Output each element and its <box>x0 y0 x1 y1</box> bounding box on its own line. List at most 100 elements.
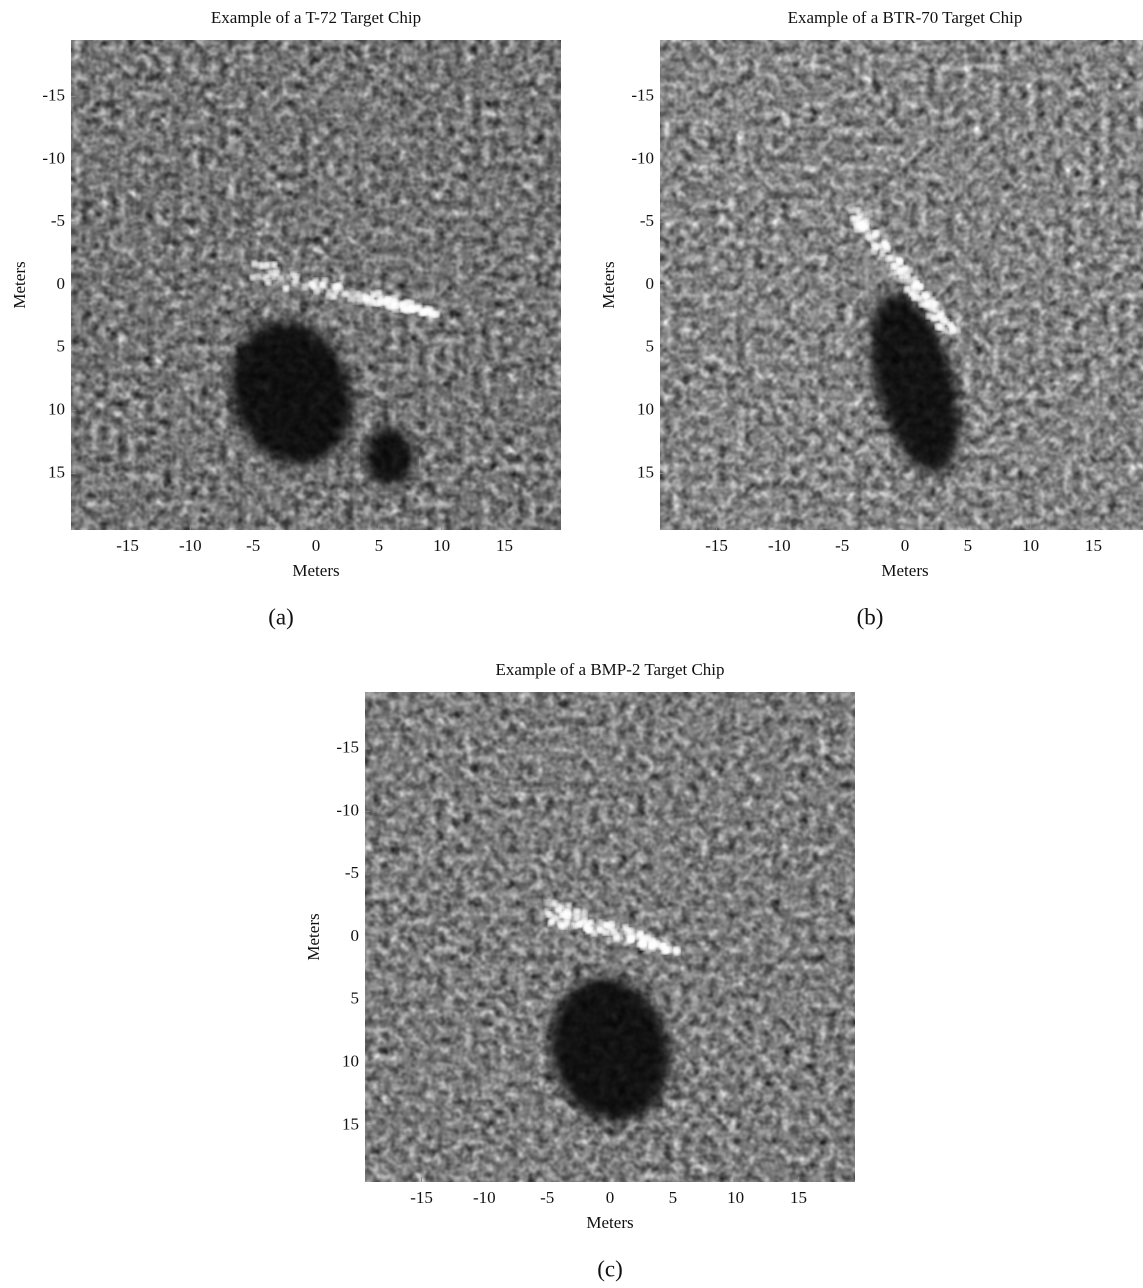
bright-return <box>850 215 856 221</box>
bright-return <box>278 275 284 281</box>
figure: -15 -10 -5 0 5 10 15 -15 -10 -5 0 5 10 15 Example of a… <box>0 0 1143 1288</box>
x-axis-label: Meters <box>586 1213 633 1232</box>
bright-return <box>617 933 623 939</box>
y-tick-label: 5 <box>57 337 66 356</box>
bright-return <box>566 903 572 909</box>
bright-return <box>599 920 605 926</box>
bright-return <box>853 207 859 213</box>
y-tick-label: -5 <box>345 863 359 882</box>
x-tick-label: 5 <box>375 536 384 555</box>
bright-return <box>954 327 960 333</box>
bright-return <box>319 283 325 289</box>
bright-return <box>912 282 918 288</box>
x-tick-label: -15 <box>116 536 139 555</box>
x-tick-label: 10 <box>433 536 450 555</box>
x-tick-label: -10 <box>179 536 202 555</box>
bright-return <box>283 282 289 288</box>
bright-return <box>640 941 646 947</box>
x-tick-label: 15 <box>790 1188 807 1207</box>
panel: -15-10-5051015-15-10-5051015Example of a… <box>304 660 855 1281</box>
caption: (c) <box>597 1256 623 1281</box>
bright-return <box>561 923 567 929</box>
y-tick-label: -10 <box>42 148 65 167</box>
bright-return <box>290 271 296 277</box>
bright-return <box>574 909 580 915</box>
bright-return <box>250 275 256 281</box>
bright-return <box>559 912 565 918</box>
y-axis-label: Meters <box>10 261 29 308</box>
bright-return <box>901 267 907 273</box>
bright-return <box>632 934 638 940</box>
y-tick-label: 15 <box>637 462 654 481</box>
bright-return <box>871 249 877 255</box>
y-tick-label: -15 <box>631 85 654 104</box>
x-tick-label: -15 <box>410 1188 433 1207</box>
bright-return <box>333 288 339 294</box>
sar-image <box>71 40 561 530</box>
bright-return <box>252 262 258 268</box>
x-tick-label: -5 <box>246 536 260 555</box>
chart-title: Example of a BMP-2 Target Chip <box>495 660 724 679</box>
bright-return <box>265 280 271 286</box>
bright-return <box>863 224 869 230</box>
x-tick-label: 10 <box>727 1188 744 1207</box>
x-tick-label: 10 <box>1022 536 1039 555</box>
bright-return <box>559 902 565 908</box>
x-tick-label: -5 <box>835 536 849 555</box>
bright-return <box>603 929 609 935</box>
bright-return <box>364 297 370 303</box>
bright-return <box>581 912 587 918</box>
y-tick-label: 0 <box>57 274 66 293</box>
bright-return <box>274 267 280 273</box>
sar-image <box>365 692 855 1182</box>
y-tick-label: 0 <box>351 926 360 945</box>
bright-return <box>265 262 271 268</box>
bright-return <box>243 265 249 271</box>
chart-title: Example of a T-72 Target Chip <box>211 8 421 27</box>
shadow <box>365 427 414 486</box>
y-tick-label: -5 <box>51 211 65 230</box>
x-tick-label: 5 <box>964 536 973 555</box>
x-tick-label: 15 <box>496 536 513 555</box>
bright-return <box>897 258 903 264</box>
bright-return <box>938 324 944 330</box>
bright-return <box>370 290 376 296</box>
x-tick-label: 0 <box>901 536 910 555</box>
bright-return <box>550 903 556 909</box>
speckle <box>660 40 1143 530</box>
panel: -15-10-5051015-15-10-5051015Example of a… <box>599 8 1143 629</box>
bright-return <box>854 222 860 228</box>
x-tick-label: -15 <box>705 536 728 555</box>
y-tick-label: 15 <box>48 462 65 481</box>
bright-return <box>545 911 551 917</box>
bright-return <box>924 294 930 300</box>
bright-return <box>310 283 316 289</box>
bright-return <box>674 946 680 952</box>
bright-return <box>873 230 879 236</box>
x-tick-label: -5 <box>540 1188 554 1207</box>
bright-return <box>905 275 911 281</box>
bright-return <box>660 943 666 949</box>
bright-return <box>891 263 897 269</box>
bright-return <box>277 281 283 287</box>
x-tick-label: 15 <box>1085 536 1102 555</box>
bright-return <box>302 284 308 290</box>
bright-return <box>357 299 363 305</box>
y-tick-label: 15 <box>342 1114 359 1133</box>
y-tick-label: -15 <box>336 737 359 756</box>
x-tick-label: -10 <box>473 1188 496 1207</box>
bright-return <box>426 312 432 318</box>
bright-return <box>881 255 887 261</box>
bright-return <box>267 271 273 277</box>
bright-return <box>564 909 570 915</box>
bright-return <box>614 923 620 929</box>
x-tick-label: 5 <box>669 1188 678 1207</box>
chart-title: Example of a BTR-70 Target Chip <box>788 8 1023 27</box>
bright-return <box>895 269 901 275</box>
y-tick-label: 10 <box>342 1052 359 1071</box>
bright-return <box>348 292 354 298</box>
y-tick-label: -15 <box>42 85 65 104</box>
bright-return <box>586 928 592 934</box>
bright-return <box>924 300 930 306</box>
bright-return <box>947 328 953 334</box>
